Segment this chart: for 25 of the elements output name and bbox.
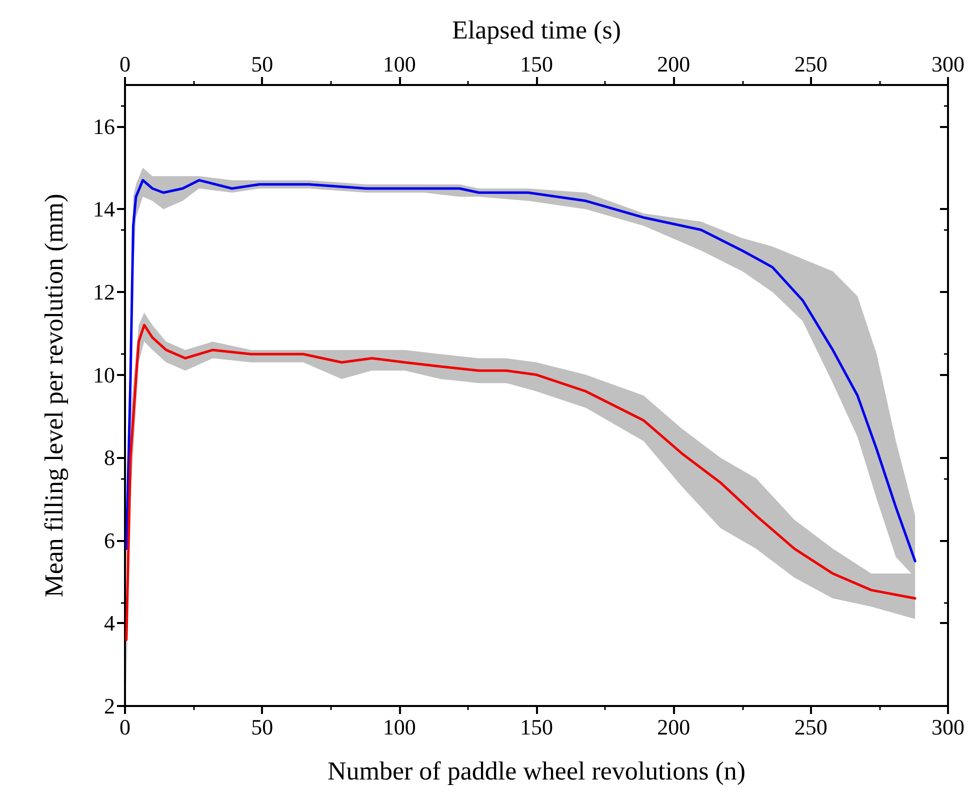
y-tick-label: 12 bbox=[93, 280, 115, 304]
x2-tick-label: 100 bbox=[382, 52, 416, 76]
x-tick-label: 50 bbox=[251, 714, 274, 740]
y-tick-label: 2 bbox=[104, 694, 115, 718]
x2-axis-title: Elapsed time (s) bbox=[452, 16, 621, 44]
y-tick-label: 8 bbox=[104, 445, 115, 470]
y-tick-label: 4 bbox=[104, 610, 115, 636]
x2-tick-label: 300 bbox=[932, 52, 964, 76]
x2-tick-label: 0 bbox=[120, 52, 130, 76]
x2-tick-label: 150 bbox=[520, 52, 553, 76]
x-tick-label: 250 bbox=[794, 714, 828, 740]
y-tick-label: 16 bbox=[93, 114, 115, 139]
x-tick-label: 0 bbox=[120, 714, 130, 740]
y-tick-label: 10 bbox=[93, 362, 115, 388]
y-tick-label: 14 bbox=[93, 196, 115, 222]
y-axis-title: Mean filling level per revolution (mm) bbox=[40, 194, 68, 598]
x2-tick-label: 50 bbox=[251, 52, 274, 76]
y-tick-label: 6 bbox=[104, 528, 115, 553]
x-tick-label: 300 bbox=[932, 714, 964, 740]
x2-tick-label: 200 bbox=[657, 52, 690, 76]
x-tick-label: 150 bbox=[520, 714, 553, 740]
x-tick-label: 200 bbox=[657, 714, 690, 740]
x-axis-title: Number of paddle wheel revolutions (n) bbox=[327, 756, 746, 786]
x2-tick-label: 250 bbox=[794, 52, 828, 76]
x-tick-label: 100 bbox=[382, 714, 416, 740]
